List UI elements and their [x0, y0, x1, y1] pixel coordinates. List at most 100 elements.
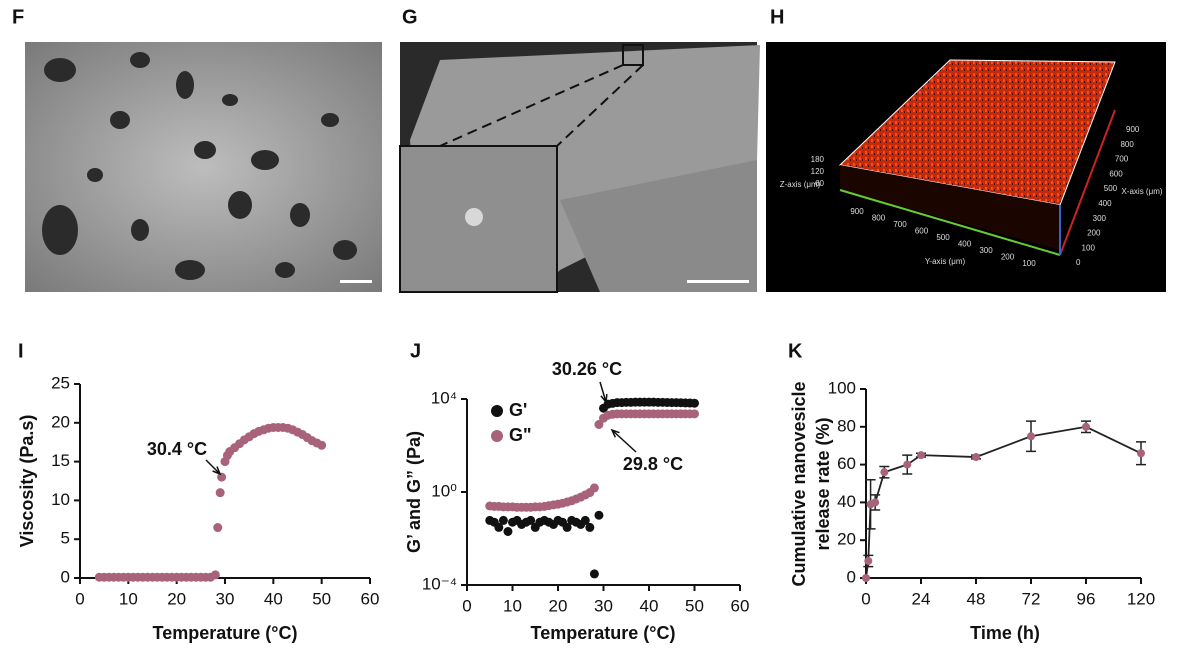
legend-marker	[491, 430, 503, 442]
y-axis-label: Y-axis (μm)	[925, 257, 966, 266]
panel-label: H	[770, 6, 784, 28]
x-tick-label: 500	[1104, 184, 1118, 193]
x-tick-label: 30	[594, 596, 613, 615]
data-point	[690, 398, 699, 408]
z-tick-label: 120	[811, 167, 825, 176]
data-point	[871, 498, 880, 507]
y-tick-label: 700	[893, 220, 907, 229]
x-tick-label: 24	[912, 589, 931, 608]
y-tick-label: 40	[837, 492, 856, 511]
y-tick-label: 500	[936, 233, 950, 242]
annotation-arrow	[599, 381, 608, 404]
z-tick-label: 180	[811, 155, 825, 164]
annotation: 30.26 °C	[552, 359, 622, 379]
data-point	[213, 523, 223, 533]
x-tick-label: 900	[1126, 125, 1140, 134]
y-tick-label: 300	[979, 246, 993, 255]
data-point	[1082, 422, 1090, 431]
y-axis-label: Cumulative nanovesicle	[789, 381, 809, 586]
x-tick-label: 100	[1082, 243, 1096, 252]
data-point	[594, 420, 604, 430]
data-point	[526, 515, 536, 525]
y-tick-label: 0	[61, 567, 70, 586]
data-point	[498, 515, 508, 525]
y-tick-label: 5	[61, 529, 70, 548]
x-tick-label: 0	[861, 589, 870, 608]
data-point	[589, 483, 599, 493]
x-tick-label: 60	[361, 589, 380, 608]
y-tick-label: 20	[51, 412, 70, 431]
x-tick-label: 60	[731, 596, 750, 615]
y-tick-label: 600	[915, 227, 929, 236]
x-tick-label: 40	[264, 589, 283, 608]
y-tick-label: 10⁴	[431, 388, 457, 407]
x-tick-label: 0	[462, 596, 471, 615]
x-tick-label: 800	[1120, 140, 1134, 149]
data-point	[917, 451, 925, 460]
y-tick-label: 25	[51, 373, 70, 392]
x-tick-label: 300	[1093, 214, 1107, 223]
panel-label: G	[402, 6, 418, 28]
data-point	[210, 570, 220, 580]
data-point	[503, 527, 513, 537]
y-tick-label: 10	[51, 490, 70, 509]
data-point	[903, 460, 912, 469]
y-tick-label: 15	[51, 451, 70, 470]
y-tick-label: 200	[1001, 253, 1015, 262]
y-tick-label: 400	[958, 240, 972, 249]
x-tick-label: 0	[75, 589, 84, 608]
x-tick-label: 700	[1115, 155, 1129, 164]
legend-label: G"	[509, 425, 532, 445]
data-point	[589, 569, 599, 579]
x-tick-label: 10	[119, 589, 138, 608]
panel-f-image	[25, 42, 382, 292]
y-tick-label: 80	[837, 416, 856, 435]
legend-label: G'	[509, 400, 527, 420]
panel-g-image	[399, 42, 760, 293]
x-axis-label: Temperature (°C)	[153, 623, 298, 643]
y-tick-label: 10⁻⁴	[422, 574, 457, 593]
y-tick-label: 900	[850, 207, 864, 216]
annotation-arrow	[205, 459, 222, 476]
legend-marker	[491, 405, 503, 417]
data-point	[880, 468, 889, 477]
x-tick-label: 48	[967, 589, 986, 608]
data-point	[317, 440, 327, 450]
data-point	[862, 574, 870, 582]
x-axis-label: Time (h)	[970, 623, 1040, 643]
data-point	[585, 522, 595, 532]
panel-h-image	[766, 42, 1166, 292]
y-axis-label: G’ and G” (Pa)	[404, 431, 424, 553]
x-axis-label: X-axis (μm)	[1121, 187, 1162, 196]
x-tick-label: 40	[640, 596, 659, 615]
x-tick-label: 200	[1087, 229, 1101, 238]
data-point	[580, 515, 590, 525]
x-tick-label: 20	[167, 589, 186, 608]
panel-label: F	[12, 6, 24, 28]
x-axis-label: Temperature (°C)	[531, 623, 676, 643]
x-tick-label: 20	[549, 596, 568, 615]
panel-label: K	[788, 340, 803, 362]
y-tick-label: 10⁰	[431, 481, 457, 500]
y-tick-label: 100	[1022, 259, 1036, 268]
data-point	[494, 522, 504, 532]
x-tick-label: 50	[312, 589, 331, 608]
data-point	[217, 472, 227, 482]
data-point	[215, 488, 225, 498]
annotation: 29.8 °C	[623, 454, 683, 474]
data-point	[864, 556, 873, 565]
data-point	[1027, 432, 1035, 441]
y-tick-label: 800	[872, 214, 886, 223]
y-axis-label: Viscosity (Pa.s)	[17, 415, 37, 548]
y-tick-label: 0	[847, 567, 856, 586]
panel-label: I	[18, 340, 24, 362]
x-tick-label: 600	[1109, 169, 1123, 178]
x-tick-label: 120	[1127, 589, 1155, 608]
x-tick-label: 0	[1076, 258, 1081, 267]
x-tick-label: 72	[1022, 589, 1041, 608]
data-point	[562, 522, 572, 532]
data-point	[972, 453, 980, 462]
x-tick-label: 400	[1098, 199, 1112, 208]
x-tick-label: 30	[216, 589, 235, 608]
